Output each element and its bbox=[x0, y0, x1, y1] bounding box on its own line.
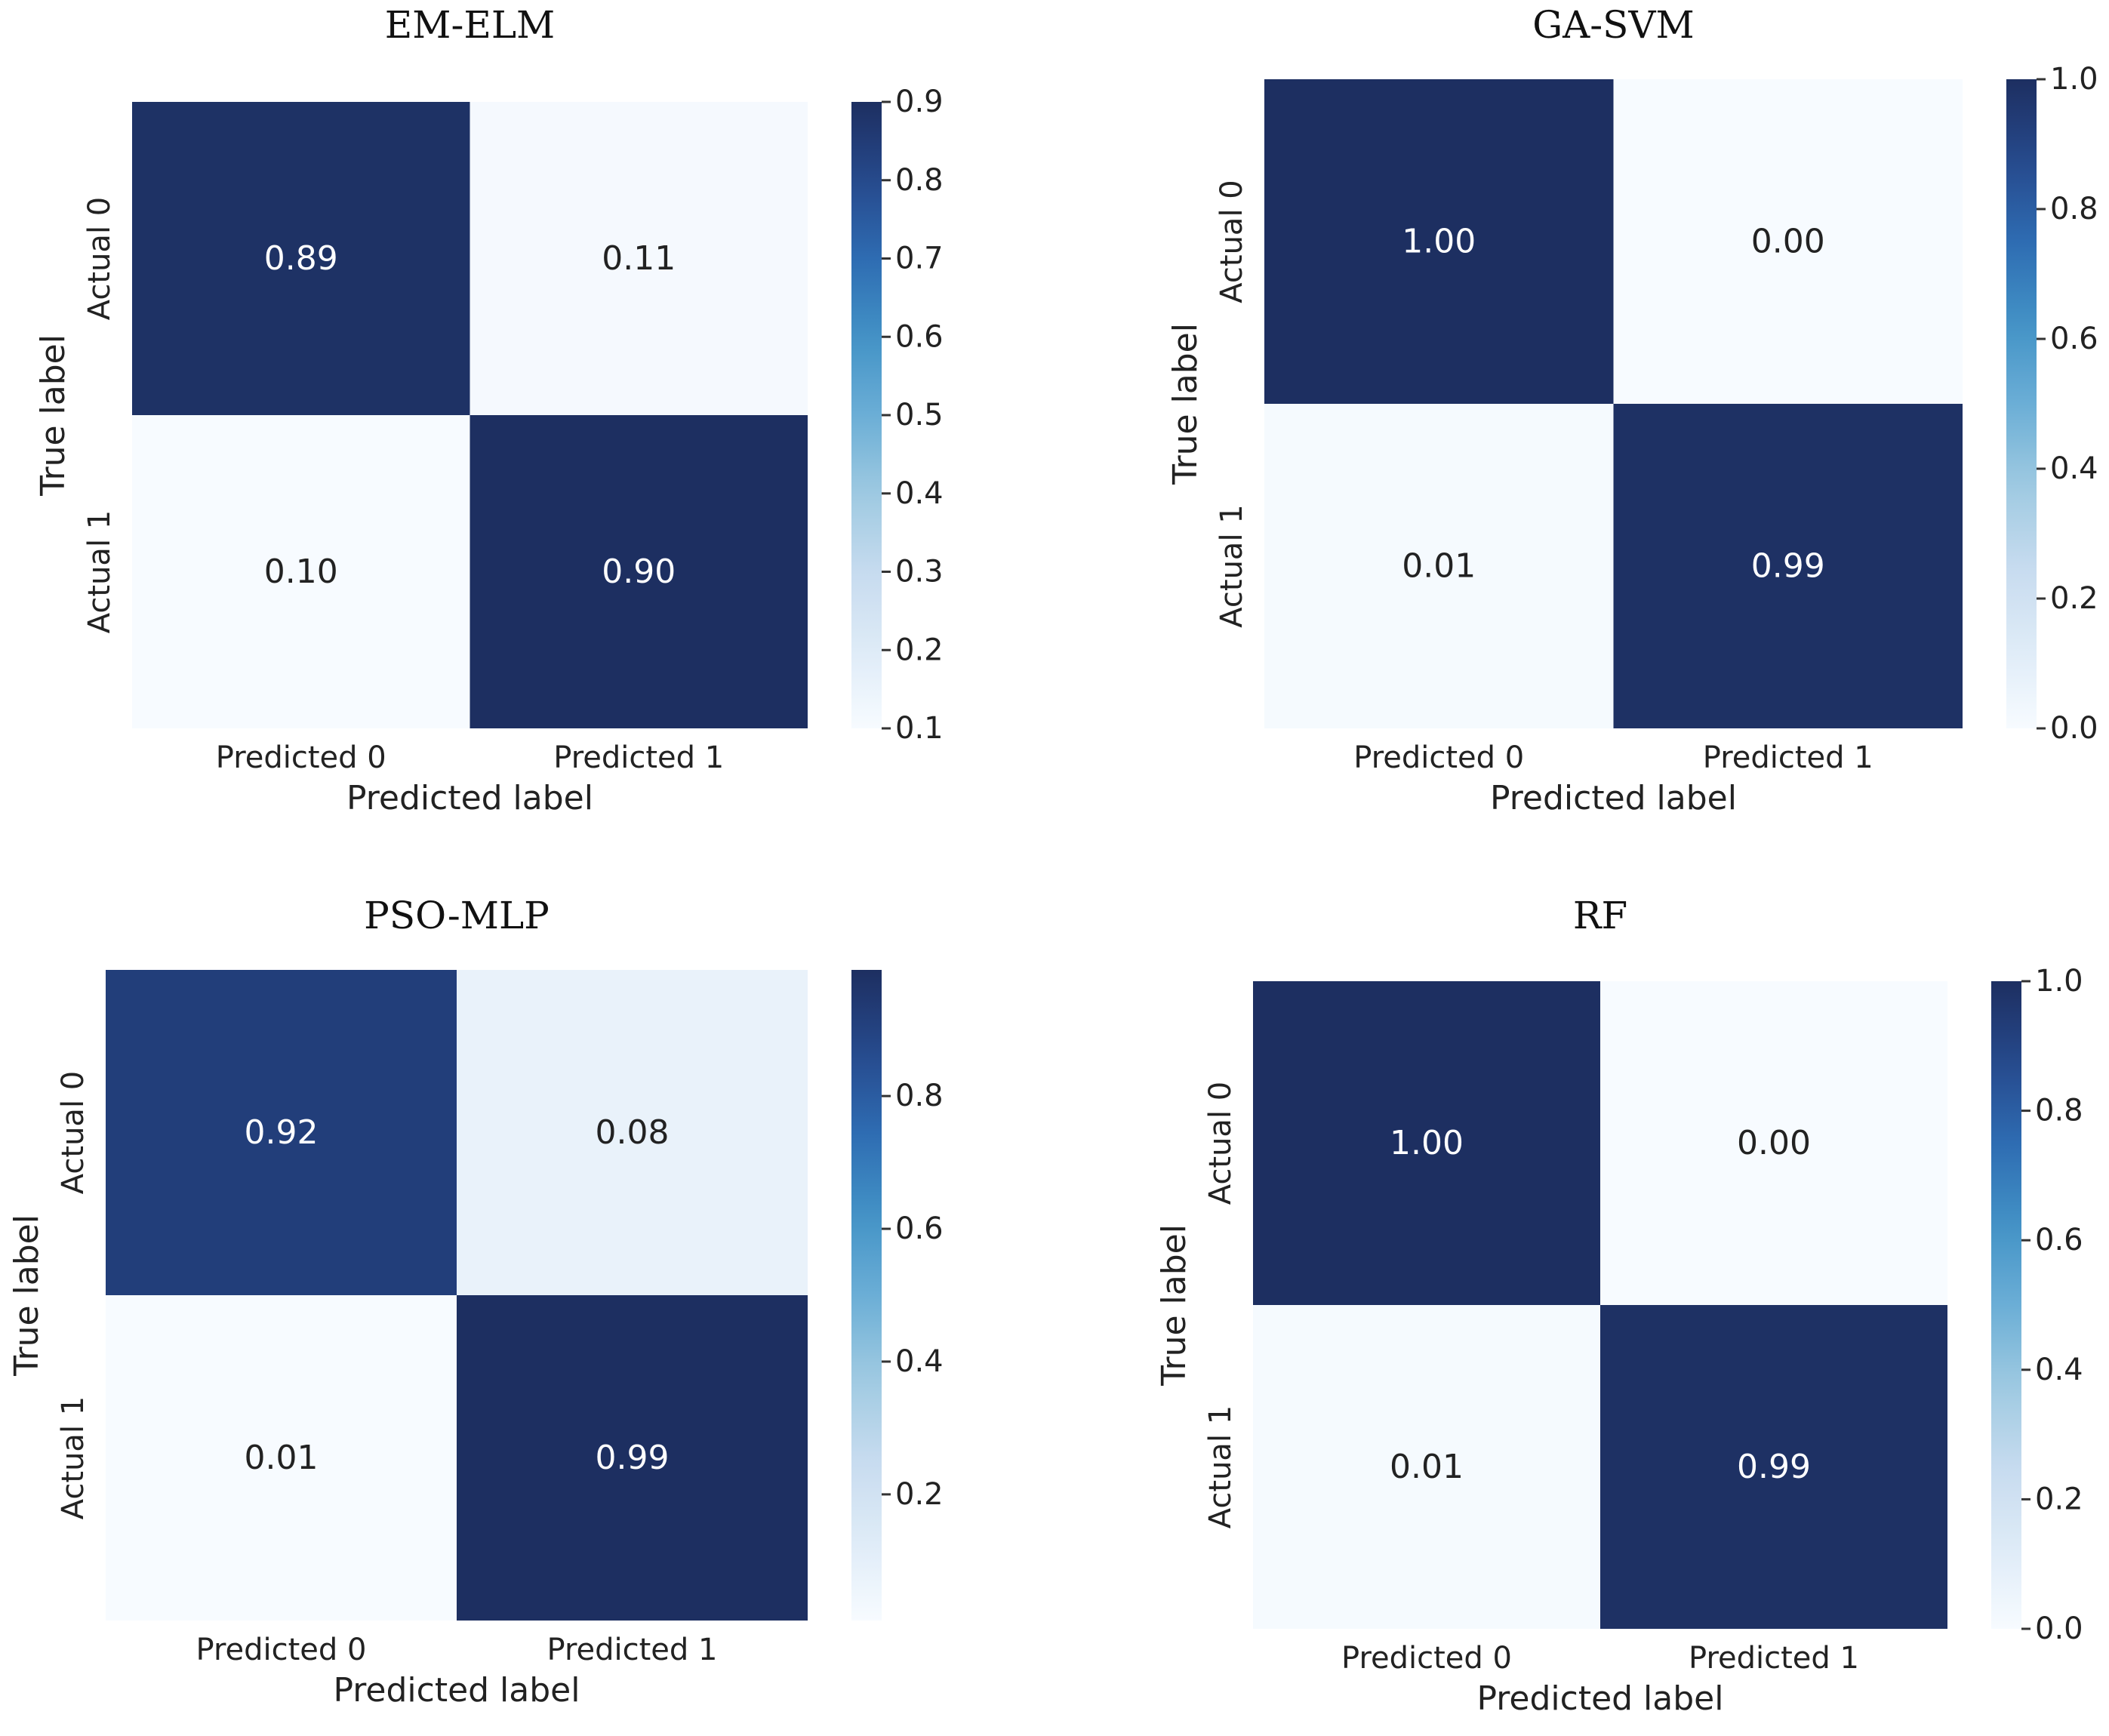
x-axis-label: Predicted label bbox=[1490, 779, 1737, 817]
colorbar-tick-label: 0.6 bbox=[895, 319, 944, 354]
colorbar-tick-label: 0.0 bbox=[2050, 711, 2098, 746]
cell-value-label: 0.08 bbox=[596, 1113, 670, 1152]
colorbar bbox=[851, 970, 882, 1621]
y-axis-label: True label bbox=[8, 1214, 46, 1377]
colorbar-tick-label: 0.1 bbox=[895, 711, 944, 746]
heatmap-cell bbox=[1264, 79, 1614, 404]
colorbar-tick-label: 0.4 bbox=[895, 1344, 944, 1379]
colorbar-tick-label: 0.8 bbox=[2035, 1094, 2083, 1128]
y-tick-label: Actual 1 bbox=[56, 1396, 91, 1519]
colorbar-tick-label: 0.9 bbox=[895, 85, 944, 119]
colorbar-tick-label: 1.0 bbox=[2035, 964, 2083, 999]
x-axis-label: Predicted label bbox=[1477, 1679, 1724, 1718]
y-tick-label: Actual 0 bbox=[1203, 1082, 1238, 1205]
y-tick-label: Actual 1 bbox=[82, 510, 117, 633]
cell-value-label: 0.00 bbox=[1737, 1124, 1811, 1162]
cell-value-label: 0.01 bbox=[1390, 1448, 1464, 1486]
x-tick-label: Predicted 0 bbox=[1353, 740, 1524, 775]
colorbar bbox=[851, 102, 882, 728]
cell-value-label: 0.90 bbox=[602, 553, 676, 591]
chart-title: GA-SVM bbox=[1532, 3, 1695, 47]
cell-value-label: 0.00 bbox=[1751, 223, 1825, 261]
heatmap-svg-pso-mlp: PSO-MLP 0.92 0.08 0.01 0.99 Predicted 0 Predic… bbox=[8, 894, 944, 1710]
heatmap-svg-ga-svm: GA-SVM 1.00 0.00 0.01 0.99 Predicted 0 Predict… bbox=[1166, 3, 2098, 817]
heatmap-cell bbox=[1600, 981, 1947, 1305]
heatmap-cell bbox=[470, 415, 808, 728]
colorbar-tick-label: 0.2 bbox=[895, 1477, 944, 1512]
panel-pso-mlp: PSO-MLP 0.92 0.08 0.01 0.99 Predicted 0 Predic… bbox=[0, 891, 981, 1736]
colorbar-tick-label: 0.4 bbox=[895, 476, 944, 511]
colorbar bbox=[2006, 79, 2037, 728]
heatmap-cell bbox=[1253, 981, 1600, 1305]
colorbar-tick-label: 0.8 bbox=[2050, 192, 2098, 226]
y-tick-label: Actual 1 bbox=[1215, 504, 1249, 627]
heatmap-cell bbox=[1264, 404, 1614, 728]
x-tick-label: Predicted 1 bbox=[553, 740, 724, 775]
y-axis-label: True label bbox=[34, 334, 72, 497]
cell-value-label: 0.01 bbox=[245, 1439, 319, 1477]
colorbar bbox=[1991, 981, 2021, 1629]
colorbar-tick-label: 0.6 bbox=[2050, 322, 2098, 356]
heatmap-svg-em-elm: EM-ELM 0.89 0.11 0.10 0.90 Predicted 0 Predict… bbox=[34, 3, 944, 817]
colorbar-tick-label: 0.7 bbox=[895, 242, 944, 276]
heatmap-cell bbox=[1600, 1305, 1947, 1629]
colorbar-tick-label: 0.6 bbox=[2035, 1223, 2083, 1257]
y-axis-label: True label bbox=[1166, 323, 1205, 485]
cell-value-label: 0.99 bbox=[596, 1439, 670, 1477]
colorbar-tick-label: 0.2 bbox=[2035, 1482, 2083, 1516]
colorbar-tick-label: 0.4 bbox=[2035, 1353, 2083, 1387]
heatmap-cell bbox=[1613, 404, 1963, 728]
cell-value-label: 0.10 bbox=[264, 553, 338, 591]
colorbar-tick-label: 0.5 bbox=[895, 398, 944, 432]
y-tick-label: Actual 0 bbox=[82, 197, 117, 320]
y-axis-label: True label bbox=[1155, 1224, 1193, 1387]
heatmap-cell bbox=[132, 415, 470, 728]
panel-rf: RF 1.00 0.00 0.01 0.99 Predicted 0 Predicted 1… bbox=[1132, 891, 2109, 1736]
heatmap-cell bbox=[132, 102, 470, 415]
colorbar-tick-label: 0.8 bbox=[895, 1079, 944, 1113]
colorbar-tick-label: 0.0 bbox=[2035, 1611, 2083, 1646]
x-tick-label: Predicted 0 bbox=[1341, 1641, 1512, 1676]
x-axis-label: Predicted label bbox=[334, 1671, 580, 1710]
colorbar-tick-label: 1.0 bbox=[2050, 62, 2098, 97]
cell-value-label: 0.99 bbox=[1751, 547, 1825, 586]
y-tick-label: Actual 1 bbox=[1203, 1405, 1238, 1528]
heatmap-cell bbox=[470, 102, 808, 415]
colorbar-tick-label: 0.6 bbox=[895, 1211, 944, 1246]
chart-title: RF bbox=[1573, 894, 1627, 937]
colorbar-tick-label: 0.2 bbox=[2050, 581, 2098, 616]
panel-ga-svm: GA-SVM 1.00 0.00 0.01 0.99 Predicted 0 Predict… bbox=[1132, 0, 2109, 845]
colorbar-tick-label: 0.4 bbox=[2050, 451, 2098, 486]
x-tick-label: Predicted 0 bbox=[196, 1633, 367, 1667]
x-tick-label: Predicted 1 bbox=[1703, 740, 1873, 775]
colorbar-tick-label: 0.8 bbox=[895, 163, 944, 198]
y-tick-label: Actual 0 bbox=[56, 1071, 91, 1194]
x-tick-label: Predicted 0 bbox=[216, 740, 386, 775]
y-tick-label: Actual 0 bbox=[1215, 180, 1249, 303]
heatmap-cell bbox=[106, 970, 457, 1295]
cell-value-label: 0.01 bbox=[1402, 547, 1476, 586]
x-axis-label: Predicted label bbox=[346, 779, 593, 817]
heatmap-cell bbox=[457, 1295, 808, 1621]
cell-value-label: 0.89 bbox=[264, 239, 338, 278]
heatmap-cell bbox=[106, 1295, 457, 1621]
cell-value-label: 0.99 bbox=[1737, 1448, 1811, 1486]
chart-title: EM-ELM bbox=[385, 3, 556, 47]
chart-title: PSO-MLP bbox=[364, 894, 550, 937]
colorbar-tick-label: 0.2 bbox=[895, 633, 944, 667]
x-tick-label: Predicted 1 bbox=[1689, 1641, 1859, 1676]
heatmap-svg-rf: RF 1.00 0.00 0.01 0.99 Predicted 0 Predicted 1… bbox=[1155, 894, 2083, 1718]
cell-value-label: 0.11 bbox=[602, 239, 676, 278]
panel-em-elm: EM-ELM 0.89 0.11 0.10 0.90 Predicted 0 Predict… bbox=[0, 0, 981, 845]
cell-value-label: 1.00 bbox=[1402, 223, 1476, 261]
colorbar-tick-label: 0.3 bbox=[895, 555, 944, 589]
cell-value-label: 0.92 bbox=[245, 1113, 319, 1152]
heatmap-cell bbox=[1613, 79, 1963, 404]
cell-value-label: 1.00 bbox=[1390, 1124, 1464, 1162]
x-tick-label: Predicted 1 bbox=[547, 1633, 718, 1667]
heatmap-cell bbox=[457, 970, 808, 1295]
heatmap-cell bbox=[1253, 1305, 1600, 1629]
